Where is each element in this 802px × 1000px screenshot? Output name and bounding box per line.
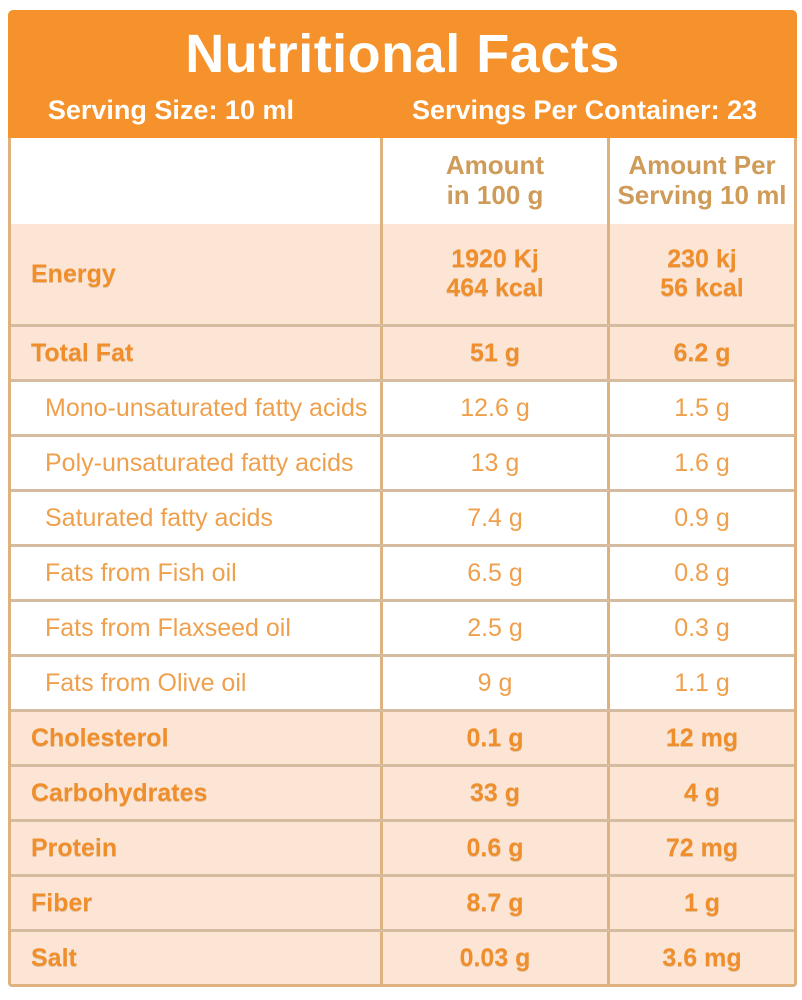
row-value-per-serving: 230 kj 56 kcal [607,224,794,324]
row-value-100g: 8.7 g [380,877,607,929]
row-value-100g: 6.5 g [380,547,607,599]
row-value-per-serving: 3.6 mg [607,932,794,984]
row-label: Salt [31,943,77,972]
label-header: Nutritional Facts Serving Size: 10 ml Se… [8,10,797,138]
row-value-per-serving: 1 g [607,877,794,929]
row-label: Mono-unsaturated fatty acids [45,393,368,422]
table-row: Total Fat 51 g 6.2 g [11,324,794,379]
row-label: Saturated fatty acids [45,503,273,532]
table-header-row: Amount in 100 g Amount Per Serving 10 ml [11,138,794,224]
row-value-per-serving: 1.5 g [607,382,794,434]
row-label: Protein [31,833,118,862]
table-row: Fats from Olive oil 9 g 1.1 g [11,654,794,709]
row-label: Fats from Fish oil [45,558,237,587]
row-value-100g: 9 g [380,657,607,709]
table-row: Protein 0.6 g 72 mg [11,819,794,874]
row-value-100g: 51 g [380,327,607,379]
table-row: Salt 0.03 g 3.6 mg [11,929,794,984]
row-label: Fats from Olive oil [45,668,247,697]
row-value-per-serving: 6.2 g [607,327,794,379]
row-value-100g: 13 g [380,437,607,489]
column-header-empty [11,138,380,224]
row-value-100g: 0.6 g [380,822,607,874]
row-value-per-serving: 4 g [607,767,794,819]
row-value-100g: 1920 Kj 464 kcal [380,224,607,324]
table-row: Poly-unsaturated fatty acids 13 g 1.6 g [11,434,794,489]
row-value-per-serving: 72 mg [607,822,794,874]
row-label: Total Fat [31,338,134,367]
row-value-100g: 7.4 g [380,492,607,544]
servings-per-container-text: Servings Per Container: 23 [411,94,758,125]
row-value-per-serving: 1.1 g [607,657,794,709]
row-value-100g: 12.6 g [380,382,607,434]
row-label: Energy [31,259,116,288]
table-row: Fats from Flaxseed oil 2.5 g 0.3 g [11,599,794,654]
row-value-100g: 0.1 g [380,712,607,764]
row-label: Cholesterol [31,723,169,752]
table-row: Mono-unsaturated fatty acids 12.6 g 1.5 g [11,379,794,434]
table-row: Cholesterol 0.1 g 12 mg [11,709,794,764]
row-value-per-serving: 0.9 g [607,492,794,544]
row-label: Fiber [31,888,93,917]
row-value-100g: 33 g [380,767,607,819]
row-value-per-serving: 0.8 g [607,547,794,599]
row-value-100g: 2.5 g [380,602,607,654]
serving-info-row: Serving Size: 10 ml Servings Per Contain… [8,95,797,126]
row-value-100g: 0.03 g [380,932,607,984]
serving-size-text: Serving Size: 10 ml [47,94,294,125]
table-row: Fats from Fish oil 6.5 g 0.8 g [11,544,794,599]
column-header-amount-per-serving: Amount Per Serving 10 ml [607,138,794,224]
page-title: Nutritional Facts [185,23,620,84]
row-label: Poly-unsaturated fatty acids [45,448,354,477]
table-row: Energy 1920 Kj 464 kcal 230 kj 56 kcal [11,224,794,324]
row-value-per-serving: 12 mg [607,712,794,764]
row-value-per-serving: 0.3 g [607,602,794,654]
row-value-per-serving: 1.6 g [607,437,794,489]
table-row: Saturated fatty acids 7.4 g 0.9 g [11,489,794,544]
row-label: Carbohydrates [31,778,208,807]
table-body: Energy 1920 Kj 464 kcal 230 kj 56 kcal Tota… [11,224,794,984]
row-label: Fats from Flaxseed oil [45,613,291,642]
column-header-amount-100g: Amount in 100 g [380,138,607,224]
nutrition-table: Amount in 100 g Amount Per Serving 10 ml… [8,138,797,987]
nutrition-facts-label: Nutritional Facts Serving Size: 10 ml Se… [8,10,797,987]
